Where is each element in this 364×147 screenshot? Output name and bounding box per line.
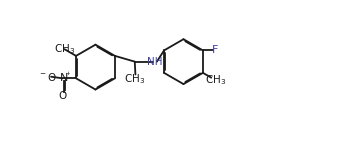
Text: N: N <box>60 73 68 83</box>
Text: CH$_3$: CH$_3$ <box>205 74 226 87</box>
Text: NH: NH <box>147 57 162 67</box>
Text: F: F <box>212 45 218 55</box>
Text: CH$_3$: CH$_3$ <box>124 72 145 86</box>
Text: $^-$O: $^-$O <box>38 71 57 83</box>
Text: $^+$: $^+$ <box>64 71 71 80</box>
Text: CH$_3$: CH$_3$ <box>54 42 75 56</box>
Text: O: O <box>58 91 66 101</box>
